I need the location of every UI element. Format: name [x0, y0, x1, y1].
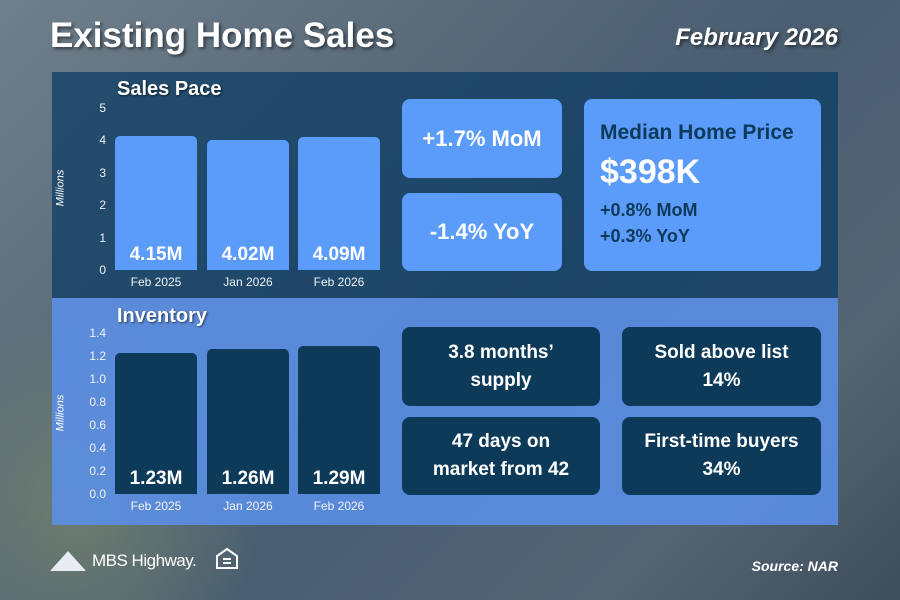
bar: 4.09M — [298, 137, 380, 270]
bar: 4.02M — [207, 139, 289, 270]
ftb-line2: 34% — [702, 459, 741, 480]
days-on-market-card: 47 days on market from 42 — [402, 417, 600, 495]
equal-housing-icon — [216, 548, 239, 569]
x-tick: Feb 2025 — [130, 499, 182, 513]
report-date: February 2026 — [675, 24, 838, 51]
mountain-logo-icon — [50, 551, 86, 571]
above-line2: 14% — [702, 369, 741, 391]
y-tick: 0.2 — [89, 464, 106, 478]
y-tick: 1.2 — [89, 349, 106, 363]
bar: 1.26M — [207, 349, 289, 494]
bar: 4.15M — [115, 135, 197, 270]
sales-pace-title: Sales Pace — [117, 78, 222, 100]
y-tick: 1.4 — [89, 326, 106, 340]
first-time-buyers-card: First-time buyers 34% — [622, 417, 821, 495]
median-mom: +0.8% MoM — [600, 200, 698, 221]
x-tick: Feb 2026 — [313, 275, 365, 289]
page-title: Existing Home Sales — [50, 16, 395, 55]
source: Source: NAR — [751, 558, 838, 574]
y-axis-label: Millions — [54, 169, 67, 207]
bar: 1.23M — [115, 352, 197, 494]
median-yoy: +0.3% YoY — [600, 225, 690, 246]
y-tick: 2 — [99, 198, 106, 213]
yoy-stat: -1.4% YoY — [402, 193, 562, 271]
y-tick: 1.0 — [89, 372, 106, 386]
brand-name: MBS Highway. — [92, 551, 197, 570]
days-line2: market from 42 — [432, 459, 570, 480]
median-title: Median Home Price — [600, 121, 794, 145]
median-price-card: Median Home Price $398K +0.8% MoM +0.3% … — [584, 99, 821, 271]
yoy-text: -1.4% YoY — [429, 219, 535, 244]
supply-line2: supply — [470, 369, 532, 391]
y-tick: 0.8 — [89, 395, 106, 409]
sold-above-list-card: Sold above list 14% — [622, 327, 821, 406]
ftb-line1: First-time buyers — [644, 431, 799, 453]
y-tick: 5 — [99, 101, 106, 115]
mom-stat: +1.7% MoM — [402, 99, 562, 178]
y-tick: 0.6 — [89, 418, 106, 432]
y-tick: 1 — [99, 230, 106, 245]
days-line1: 47 days on — [451, 431, 551, 453]
mom-text: +1.7% MoM — [422, 125, 542, 151]
x-tick: Feb 2026 — [313, 499, 365, 513]
brand-logo: MBS Highway. — [50, 548, 239, 574]
supply-line1: 3.8 months’ — [448, 341, 554, 363]
y-tick: 3 — [99, 165, 106, 180]
y-tick: 4 — [99, 133, 106, 148]
above-line1: Sold above list — [654, 341, 789, 363]
x-tick: Jan 2026 — [223, 275, 273, 289]
inventory-title: Inventory — [117, 305, 208, 327]
y-tick: 0.4 — [89, 441, 106, 455]
y-tick: 0.0 — [89, 487, 106, 501]
bar: 1.29M — [298, 345, 380, 494]
months-supply-card: 3.8 months’ supply — [402, 327, 600, 406]
median-value: $398K — [600, 153, 701, 192]
y-tick: 0 — [99, 263, 106, 277]
x-tick: Jan 2026 — [223, 499, 273, 513]
y-axis-label: Millions — [54, 394, 67, 431]
x-tick: Feb 2025 — [130, 275, 182, 289]
